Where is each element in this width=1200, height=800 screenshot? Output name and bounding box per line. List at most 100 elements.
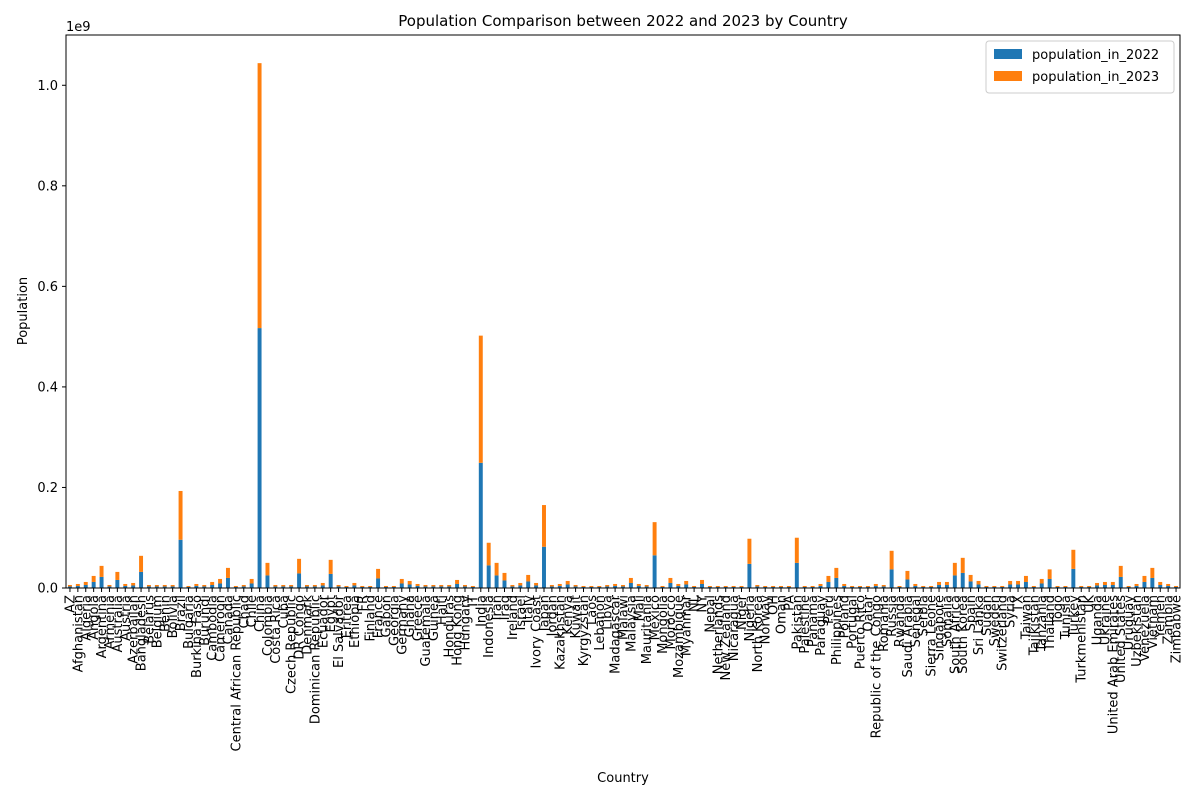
bar-population-in-2023 [573,584,578,587]
x-tick-label: Panama [806,595,821,647]
bar-population-in-2022 [352,585,357,588]
bar-population-in-2023 [660,585,665,587]
x-tick-label: Ukraine [1098,595,1113,645]
x-tick-label: Eritrea [340,595,355,638]
bar-population-in-2023 [557,583,562,586]
bar-population-in-2022 [170,586,175,588]
x-tick-label: Indonesia [482,595,497,658]
bar-population-in-2023 [407,580,412,585]
bar-population-in-2022 [542,546,546,588]
bar-population-in-2022 [241,586,246,588]
x-tick-label: Brazil [174,595,189,631]
x-tick-label: Sri Lanka [972,595,987,655]
bar-population-in-2023 [763,585,768,587]
x-tick-label: Lebanon [593,595,608,651]
bar-population-in-2022 [312,586,317,588]
bar-population-in-2023 [1166,583,1171,586]
x-tick-label: NL [688,594,703,612]
x-tick-label: Georgia [387,595,402,646]
bar-population-in-2022 [794,562,799,588]
bar-population-in-2023 [312,584,317,587]
x-tick-label: New Zealand [719,595,734,680]
bar-population-in-2022 [992,586,997,588]
bar-population-in-2022 [1110,584,1115,588]
bar-population-in-2023 [336,584,341,587]
bar-population-in-2023 [1110,581,1115,585]
bar-population-in-2023 [913,583,918,586]
bar-population-in-2023 [1134,583,1139,586]
bar-population-in-2022 [431,586,436,588]
x-tick-label: Greece [411,595,426,641]
bar-population-in-2022 [668,582,673,588]
x-tick-label: Saudi Arabia [901,595,916,678]
x-tick-label: Cambodia [206,595,221,661]
bar-population-in-2023 [486,542,491,566]
bar-population-in-2022 [731,586,736,588]
bar-population-in-2022 [865,586,870,588]
bar-population-in-2023 [921,585,926,587]
bar-population-in-2023 [265,562,270,576]
bar-population-in-2023 [75,583,80,586]
bar-population-in-2023 [818,583,823,586]
bar-population-in-2022 [194,585,199,588]
bar-population-in-2022 [1039,583,1044,588]
bar-population-in-2022 [850,586,855,588]
bar-population-in-2022 [573,586,578,588]
bar-population-in-2022 [1134,585,1139,588]
x-tick-label: Chile [245,595,260,628]
bar-population-in-2023 [1063,585,1068,587]
bar-population-in-2022 [557,585,562,588]
bar-population-in-2022 [613,585,618,588]
x-tick-label: Thailand [1043,595,1058,652]
bar-population-in-2022 [636,585,641,588]
x-tick-label: Guatemala [419,595,434,667]
x-tick-label: Nigeria [743,595,758,642]
bar-population-in-2023 [131,582,136,586]
bar-population-in-2022 [921,586,926,588]
bar-population-in-2022 [470,586,475,588]
x-tick-label: Niger [735,594,750,630]
bar-population-in-2023 [510,584,515,587]
x-tick-label: Myanmar [680,594,695,656]
bar-population-in-2022 [779,586,783,588]
bar-population-in-2022 [1166,585,1171,588]
x-tick-label: Ivory Coast [530,595,545,669]
bar-population-in-2023 [676,583,681,586]
bar-population-in-2023 [249,578,254,584]
bar-population-in-2023 [423,584,428,587]
bar-population-in-2023 [1016,580,1021,585]
bar-population-in-2023 [992,585,997,587]
x-tick-label: Bangladesh [135,595,150,671]
bar-population-in-2023 [368,585,373,587]
bar-population-in-2023 [399,578,404,584]
x-tick-label: AZ [63,595,78,613]
bar-population-in-2022 [549,586,554,588]
bar-population-in-2023 [960,557,965,573]
x-tick-label: Sudan [980,595,995,636]
bar-population-in-2023 [802,585,807,587]
bar-population-in-2023 [905,570,910,580]
bar-population-in-2022 [123,585,128,588]
x-tick-label: Hong Kong [451,595,466,666]
bar-population-in-2023 [850,585,855,587]
bar-population-in-2022 [225,577,230,588]
bar-population-in-2023 [478,335,483,463]
bar-population-in-2023 [494,562,499,576]
bar-population-in-2023 [786,585,791,587]
bar-population-in-2022 [376,578,381,588]
bar-population-in-2022 [1079,586,1084,588]
bar-population-in-2023 [628,577,633,583]
bar-population-in-2022 [968,581,973,588]
bar-population-in-2023 [328,559,333,574]
x-tick-label: Ghana [403,595,418,638]
x-tick-label: Mauritania [640,595,655,664]
bar-population-in-2022 [755,586,760,588]
bar-population-in-2023 [984,585,989,587]
bar-population-in-2022 [1095,585,1100,588]
bar-population-in-2022 [652,555,657,588]
x-tick-label: Ireland [506,595,521,640]
x-tick-label: Uruguay [1122,595,1137,651]
bar-population-in-2023 [162,584,167,587]
x-tick-label: Kazakhstan [553,595,568,670]
bar-population-in-2023 [202,584,207,587]
